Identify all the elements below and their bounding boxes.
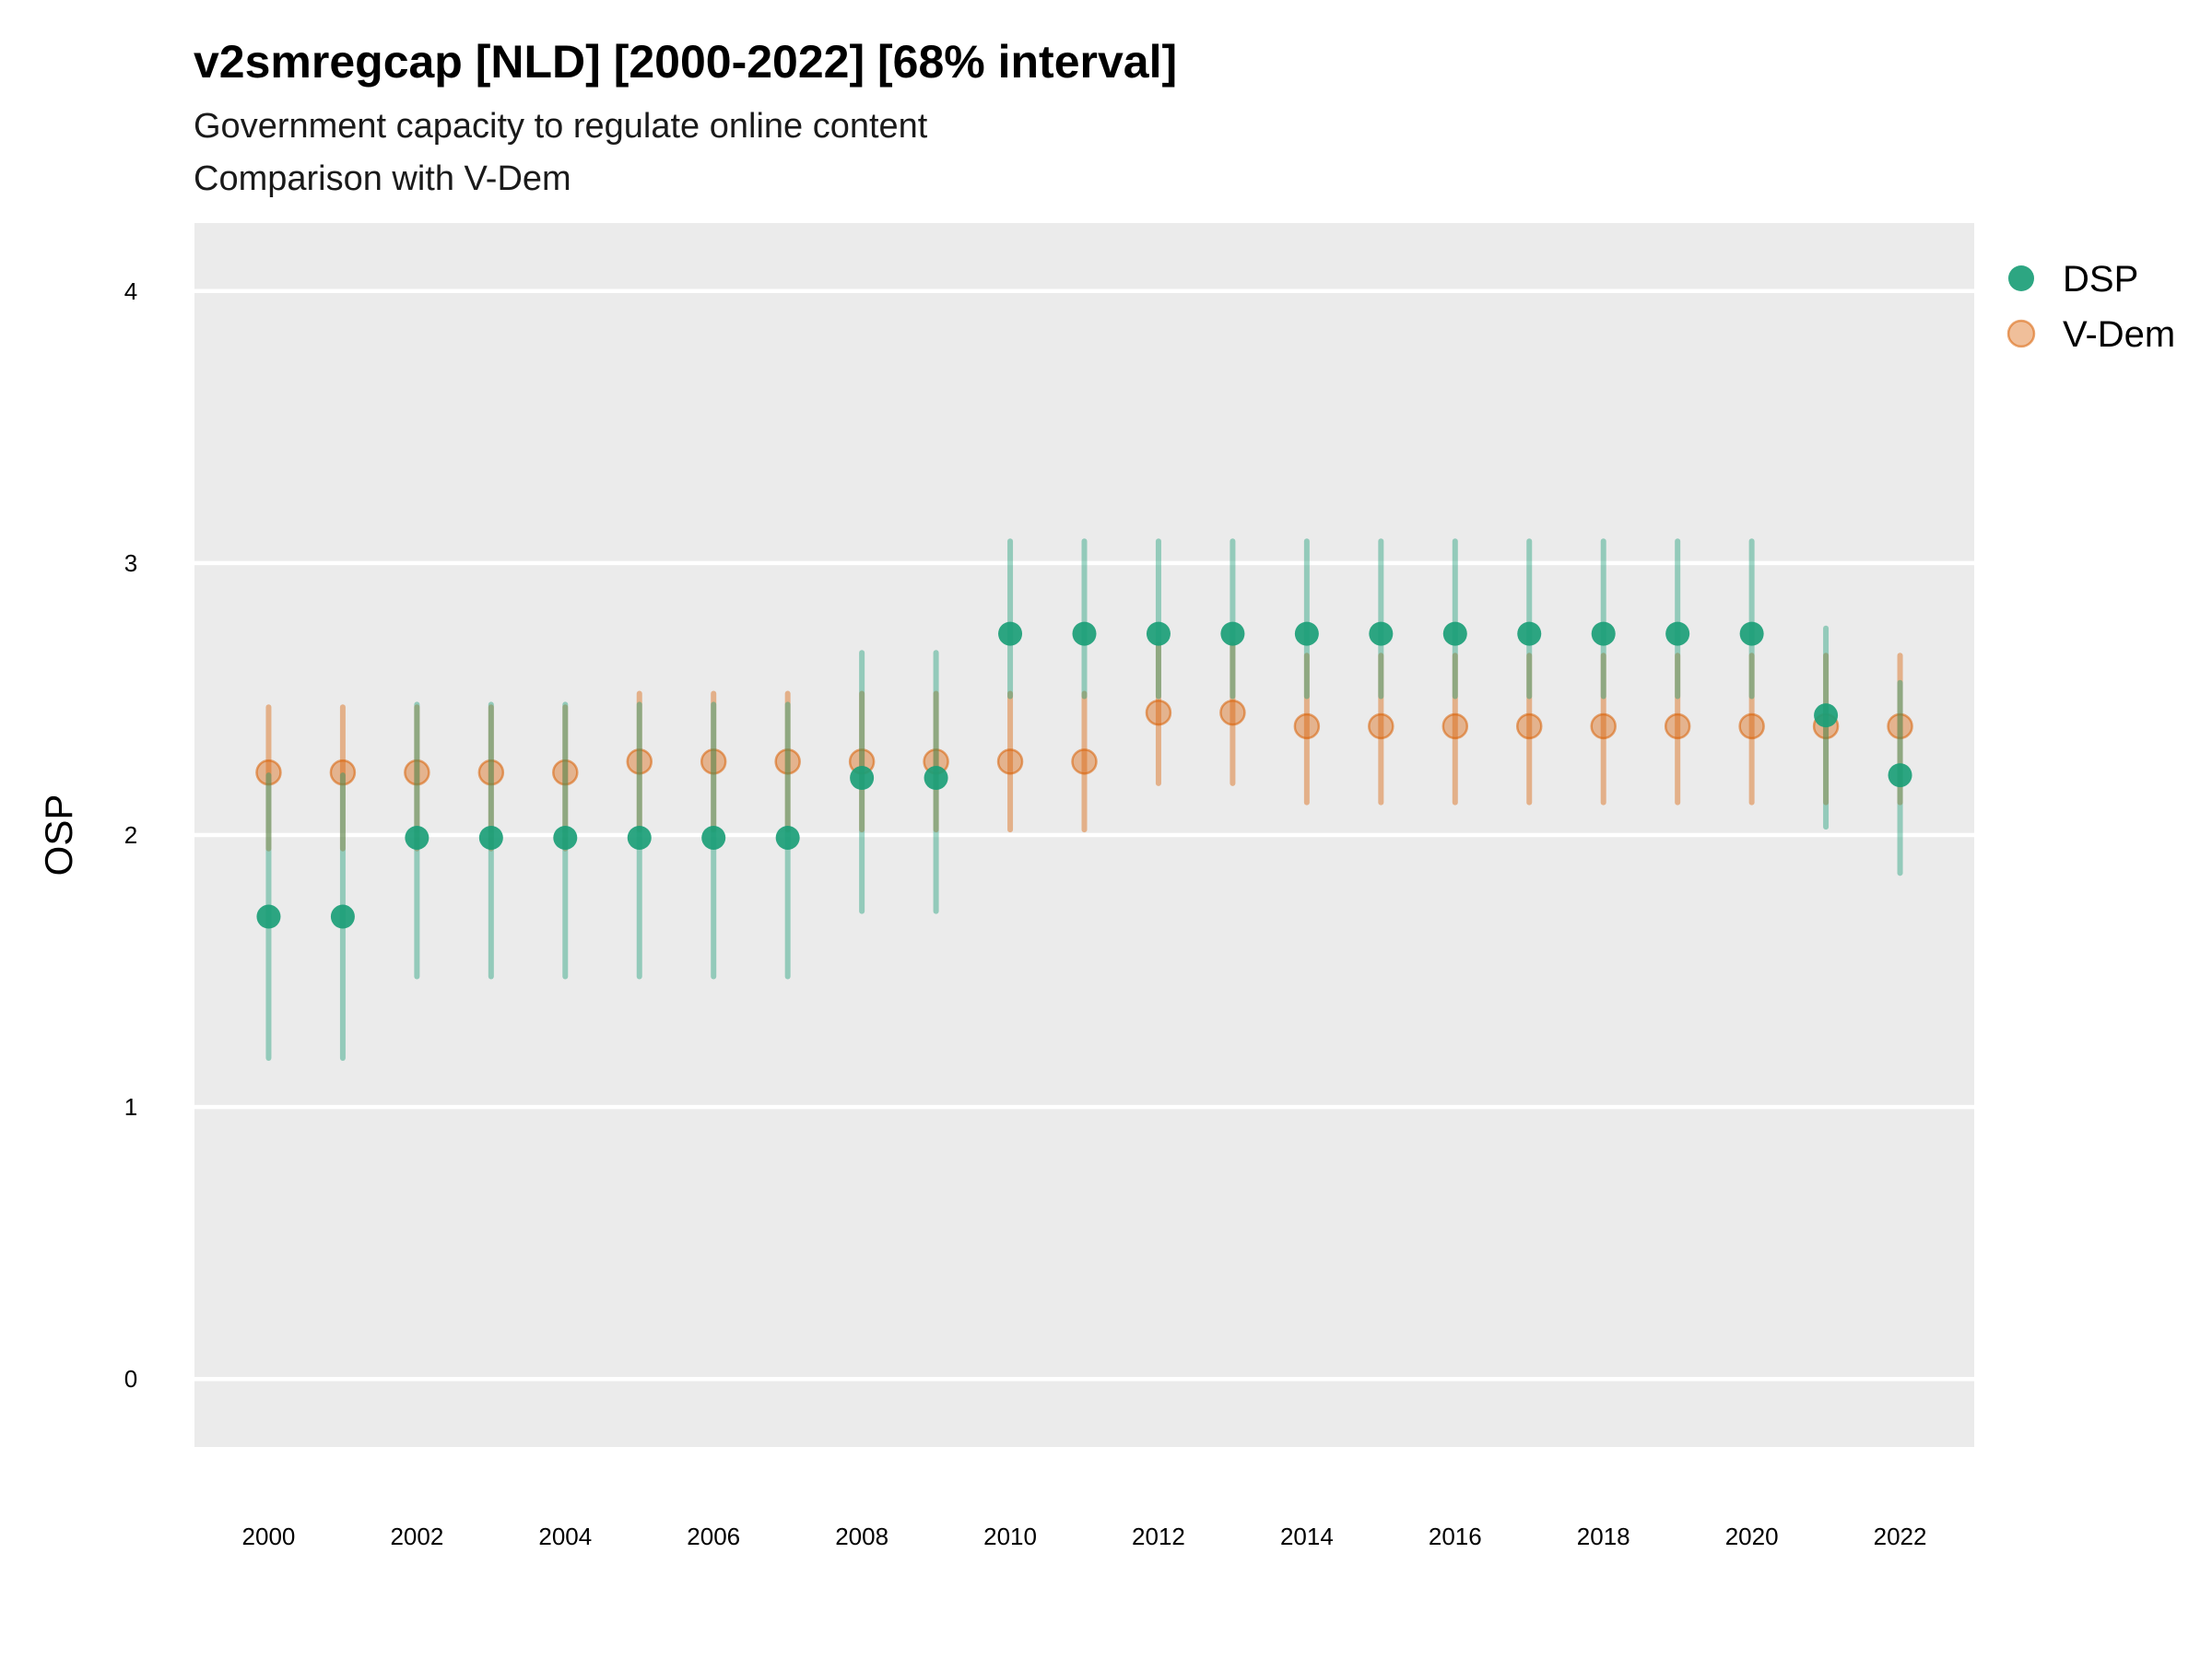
data-point — [255, 759, 282, 786]
y-tick-labels: 0 1 2 3 4 — [124, 277, 137, 1393]
x-tick-label: 2016 — [1429, 1523, 1482, 1550]
legend: DSP V-Dem — [2006, 259, 2175, 355]
data-point — [1145, 699, 1172, 726]
data-point — [1369, 621, 1394, 646]
y-tick-label: 2 — [124, 821, 137, 849]
chart-title: v2smregcap [NLD] [2000-2022] [68% interv… — [194, 36, 1178, 88]
data-point — [404, 759, 430, 786]
data-point — [1739, 621, 1764, 646]
x-tick-label: 2004 — [538, 1523, 592, 1550]
data-point — [1146, 621, 1171, 646]
data-point — [701, 825, 726, 850]
gridlines — [194, 288, 1974, 1382]
y-tick-label: 3 — [124, 549, 137, 577]
x-tick-label: 2020 — [1725, 1523, 1779, 1550]
data-point — [1590, 712, 1617, 740]
chart-subtitle-line-1: Government capacity to regulate online c… — [194, 107, 928, 146]
data-point — [330, 904, 355, 929]
data-point — [627, 825, 652, 850]
data-point — [850, 766, 875, 791]
x-tick-label: 2010 — [983, 1523, 1037, 1550]
data-point — [1888, 763, 1912, 788]
legend-key — [2006, 319, 2036, 348]
data-point — [1368, 712, 1394, 740]
data-point — [478, 825, 503, 850]
data-point — [553, 825, 578, 850]
x-tick-label: 2002 — [390, 1523, 443, 1550]
x-tick-label: 2022 — [1874, 1523, 1927, 1550]
x-tick-label: 2006 — [687, 1523, 740, 1550]
y-tick-label: 0 — [124, 1365, 137, 1393]
series-dsp — [256, 538, 1912, 1061]
x-tick-label: 2000 — [242, 1523, 296, 1550]
data-point — [1516, 712, 1543, 740]
data-point — [626, 748, 653, 775]
data-point — [405, 825, 429, 850]
legend-key — [2008, 265, 2034, 291]
data-point — [1814, 703, 1839, 728]
data-point — [1294, 621, 1319, 646]
y-axis-title: OSP — [37, 794, 80, 877]
chart-subtitle-line-2: Comparison with V-Dem — [194, 159, 571, 198]
data-point — [1072, 621, 1097, 646]
data-point — [1887, 712, 1913, 740]
data-point — [477, 759, 505, 786]
data-point — [1738, 712, 1765, 740]
data-point — [1664, 712, 1691, 740]
data-point — [1220, 621, 1245, 646]
data-point — [1442, 621, 1467, 646]
data-point — [1591, 621, 1616, 646]
data-point — [1441, 712, 1469, 740]
x-tick-label: 2012 — [1132, 1523, 1185, 1550]
x-tick-labels: 2000 2002 2004 2006 2008 2010 2012 2014 2016 2018… — [242, 1523, 1927, 1550]
data-point — [329, 759, 357, 786]
data-point — [256, 904, 281, 929]
data-point — [924, 766, 948, 791]
y-tick-label: 1 — [124, 1093, 137, 1121]
x-tick-label: 2014 — [1280, 1523, 1334, 1550]
data-point — [1517, 621, 1542, 646]
y-tick-label: 4 — [124, 277, 137, 305]
data-point — [775, 825, 800, 850]
data-marks — [255, 538, 1913, 1061]
data-point — [700, 748, 727, 775]
data-point — [552, 759, 579, 786]
x-tick-label: 2018 — [1577, 1523, 1630, 1550]
data-point — [1665, 621, 1690, 646]
data-point — [1293, 712, 1321, 740]
legend-label: V-Dem — [2063, 314, 2175, 355]
data-point — [1071, 748, 1098, 775]
data-point — [774, 748, 801, 775]
legend-label: DSP — [2063, 259, 2138, 300]
data-point — [1219, 699, 1246, 726]
x-tick-label: 2008 — [835, 1523, 888, 1550]
data-point — [998, 621, 1023, 646]
data-point — [996, 748, 1024, 775]
